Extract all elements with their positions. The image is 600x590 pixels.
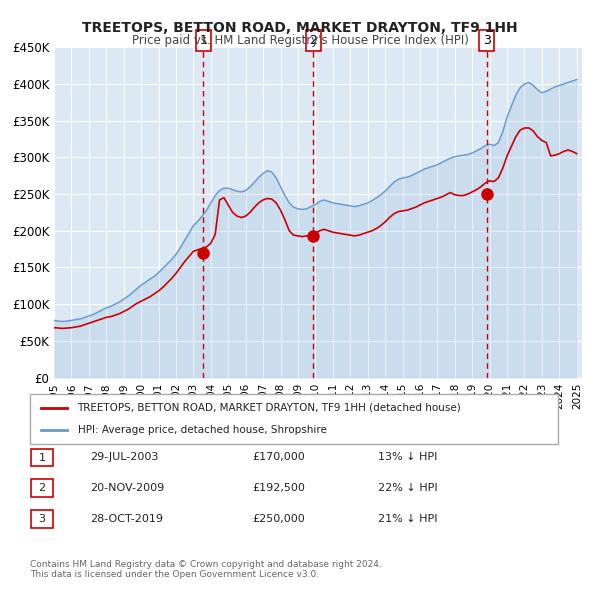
- Text: 2: 2: [310, 34, 317, 47]
- FancyBboxPatch shape: [31, 510, 53, 527]
- Text: 13% ↓ HPI: 13% ↓ HPI: [378, 453, 437, 462]
- Text: 20-NOV-2009: 20-NOV-2009: [90, 483, 164, 493]
- FancyBboxPatch shape: [30, 394, 558, 444]
- FancyBboxPatch shape: [31, 449, 53, 466]
- Text: £250,000: £250,000: [252, 514, 305, 523]
- Text: Contains HM Land Registry data © Crown copyright and database right 2024.
This d: Contains HM Land Registry data © Crown c…: [30, 560, 382, 579]
- Text: HPI: Average price, detached house, Shropshire: HPI: Average price, detached house, Shro…: [77, 425, 326, 435]
- Text: £192,500: £192,500: [252, 483, 305, 493]
- Text: TREETOPS, BETTON ROAD, MARKET DRAYTON, TF9 1HH (detached house): TREETOPS, BETTON ROAD, MARKET DRAYTON, T…: [77, 402, 461, 412]
- Text: Price paid vs. HM Land Registry's House Price Index (HPI): Price paid vs. HM Land Registry's House …: [131, 34, 469, 47]
- Text: 29-JUL-2003: 29-JUL-2003: [90, 453, 158, 462]
- Text: TREETOPS, BETTON ROAD, MARKET DRAYTON, TF9 1HH: TREETOPS, BETTON ROAD, MARKET DRAYTON, T…: [82, 21, 518, 35]
- Text: 28-OCT-2019: 28-OCT-2019: [90, 514, 163, 523]
- Text: 2: 2: [38, 483, 46, 493]
- Text: 1: 1: [199, 34, 207, 47]
- Text: 3: 3: [483, 34, 491, 47]
- Text: 1: 1: [38, 453, 46, 463]
- Text: £170,000: £170,000: [252, 453, 305, 462]
- Text: 3: 3: [38, 514, 46, 524]
- Text: 21% ↓ HPI: 21% ↓ HPI: [378, 514, 437, 523]
- Text: 22% ↓ HPI: 22% ↓ HPI: [378, 483, 437, 493]
- FancyBboxPatch shape: [31, 480, 53, 497]
